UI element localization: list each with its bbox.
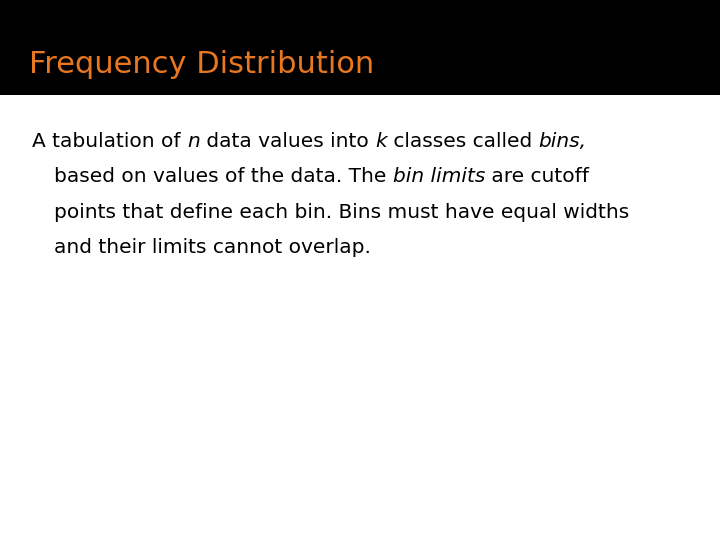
Text: data values into: data values into bbox=[200, 132, 375, 151]
Text: points that define each bin. Bins must have equal widths: points that define each bin. Bins must h… bbox=[54, 202, 629, 221]
Text: and their limits cannot overlap.: and their limits cannot overlap. bbox=[54, 238, 371, 256]
Text: k: k bbox=[375, 132, 387, 151]
Text: A tabulation of: A tabulation of bbox=[32, 132, 187, 151]
Text: bins,: bins, bbox=[539, 132, 586, 151]
Text: are cutoff: are cutoff bbox=[485, 167, 589, 186]
Text: based on values of the data. The: based on values of the data. The bbox=[54, 167, 392, 186]
Bar bbox=[0, 0, 720, 94]
Text: classes called: classes called bbox=[387, 132, 539, 151]
Text: Frequency Distribution: Frequency Distribution bbox=[29, 50, 374, 79]
Text: n: n bbox=[187, 132, 200, 151]
Text: bin limits: bin limits bbox=[392, 167, 485, 186]
